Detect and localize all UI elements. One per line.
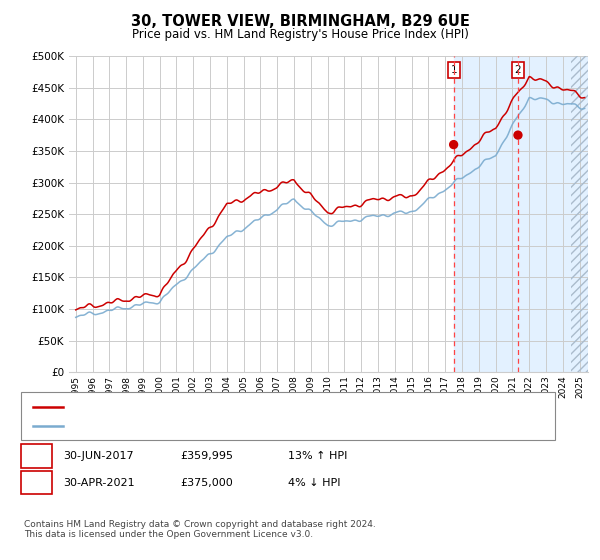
Text: 1: 1 <box>451 65 457 75</box>
Text: 2: 2 <box>515 65 521 75</box>
Text: 2: 2 <box>33 478 40 488</box>
Point <box>513 130 523 139</box>
Point <box>449 140 458 149</box>
Bar <box>571 56 596 372</box>
Text: Contains HM Land Registry data © Crown copyright and database right 2024.
This d: Contains HM Land Registry data © Crown c… <box>24 520 376 539</box>
Text: 13% ↑ HPI: 13% ↑ HPI <box>288 451 347 461</box>
Bar <box>454 56 588 372</box>
Text: HPI: Average price, detached house, Birmingham: HPI: Average price, detached house, Birm… <box>72 421 329 431</box>
Text: 30, TOWER VIEW, BIRMINGHAM, B29 6UE (detached house): 30, TOWER VIEW, BIRMINGHAM, B29 6UE (det… <box>72 402 382 412</box>
Text: 30-APR-2021: 30-APR-2021 <box>63 478 134 488</box>
Text: 30, TOWER VIEW, BIRMINGHAM, B29 6UE: 30, TOWER VIEW, BIRMINGHAM, B29 6UE <box>131 14 469 29</box>
Text: £359,995: £359,995 <box>180 451 233 461</box>
Text: £375,000: £375,000 <box>180 478 233 488</box>
Text: 4% ↓ HPI: 4% ↓ HPI <box>288 478 341 488</box>
Text: 30-JUN-2017: 30-JUN-2017 <box>63 451 134 461</box>
Text: Price paid vs. HM Land Registry's House Price Index (HPI): Price paid vs. HM Land Registry's House … <box>131 28 469 41</box>
Text: 1: 1 <box>33 451 40 461</box>
